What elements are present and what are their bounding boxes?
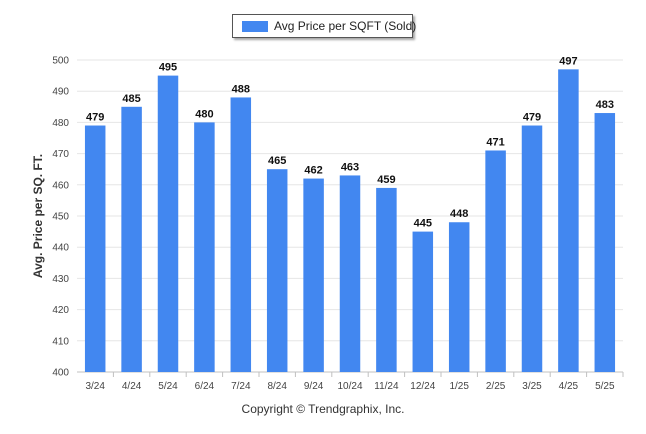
data-label: 485 xyxy=(122,93,140,105)
x-tick-label: 4/24 xyxy=(122,381,142,392)
data-label: 445 xyxy=(414,218,432,230)
x-tick-label: 3/24 xyxy=(85,381,105,392)
x-tick-label: 3/25 xyxy=(522,381,542,392)
bar xyxy=(84,125,106,373)
data-label: 479 xyxy=(86,112,104,124)
bar xyxy=(303,178,324,372)
data-label: 471 xyxy=(486,136,504,148)
y-axis-label: Avg. Price per SQ. FT. xyxy=(31,154,45,278)
y-tick-label: 440 xyxy=(52,243,69,254)
chart-legend: Avg Price per SQFT (Sold) xyxy=(232,14,417,38)
x-tick-label: 2/25 xyxy=(486,381,506,392)
bar xyxy=(339,175,361,372)
bar xyxy=(412,231,434,372)
x-tick-label: 11/24 xyxy=(374,381,399,392)
bar xyxy=(376,187,397,372)
x-tick-label: 5/25 xyxy=(595,381,615,392)
y-tick-label: 430 xyxy=(52,274,69,285)
bar xyxy=(521,125,543,373)
x-tick-label: 9/24 xyxy=(304,381,324,392)
y-tick-label: 400 xyxy=(52,368,69,379)
data-label: 465 xyxy=(268,155,286,167)
bar xyxy=(594,113,616,372)
copyright-credit: Copyright © Trendgraphix, Inc. xyxy=(241,402,405,416)
bar xyxy=(558,69,579,373)
legend-swatch xyxy=(242,21,268,32)
y-tick-label: 470 xyxy=(52,149,69,160)
bar xyxy=(230,97,252,372)
bar xyxy=(194,122,215,373)
data-label: 448 xyxy=(450,208,468,220)
bar xyxy=(121,106,142,373)
data-label: 462 xyxy=(304,165,322,177)
x-tick-label: 7/24 xyxy=(231,381,251,392)
data-label: 463 xyxy=(341,161,359,173)
bar xyxy=(157,75,179,372)
x-tick-label: 10/24 xyxy=(337,381,362,392)
data-label: 483 xyxy=(596,99,614,111)
x-tick-label: 1/25 xyxy=(449,381,469,392)
y-tick-label: 410 xyxy=(52,336,69,347)
x-tick-label: 8/24 xyxy=(267,381,287,392)
legend-label: Avg Price per SQFT (Sold) xyxy=(274,19,417,33)
y-tick-label: 480 xyxy=(52,118,69,129)
data-label: 497 xyxy=(559,55,577,67)
x-tick-label: 4/25 xyxy=(559,381,579,392)
y-tick-label: 460 xyxy=(52,180,69,191)
y-tick-label: 450 xyxy=(52,212,69,223)
data-label: 479 xyxy=(523,112,541,124)
x-tick-label: 5/24 xyxy=(158,381,178,392)
y-tick-label: 420 xyxy=(52,305,69,316)
data-label: 488 xyxy=(232,83,250,95)
data-label: 495 xyxy=(159,62,177,74)
data-label: 459 xyxy=(377,174,395,186)
y-tick-label: 490 xyxy=(52,87,69,98)
bar xyxy=(266,169,288,372)
data-label: 480 xyxy=(195,108,213,120)
x-tick-label: 6/24 xyxy=(195,381,215,392)
bar xyxy=(485,150,506,372)
y-tick-label: 500 xyxy=(52,56,69,67)
bar xyxy=(448,222,470,372)
x-tick-label: 12/24 xyxy=(410,381,435,392)
